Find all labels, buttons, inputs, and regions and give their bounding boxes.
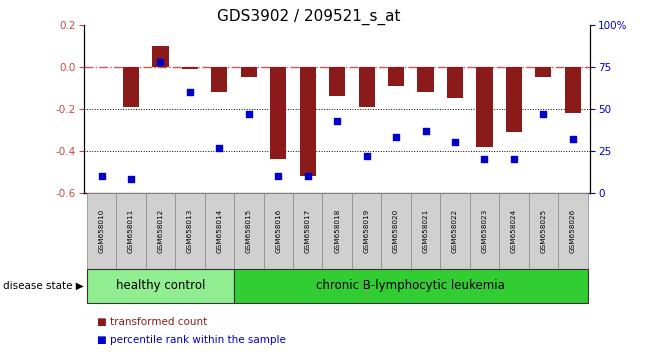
Text: GSM658021: GSM658021: [423, 209, 429, 253]
Text: GSM658012: GSM658012: [158, 209, 164, 253]
Text: ■ transformed count: ■ transformed count: [97, 317, 207, 327]
Bar: [182, 67, 198, 69]
Bar: [152, 46, 168, 67]
Text: GSM658026: GSM658026: [570, 209, 576, 253]
Text: chronic B-lymphocytic leukemia: chronic B-lymphocytic leukemia: [316, 279, 505, 292]
Bar: [565, 67, 581, 113]
Text: GSM658014: GSM658014: [216, 209, 222, 253]
Point: [96, 173, 107, 179]
Text: healthy control: healthy control: [116, 279, 205, 292]
Text: GSM658015: GSM658015: [246, 209, 252, 253]
Point: [303, 173, 313, 179]
Text: GSM658010: GSM658010: [99, 209, 105, 253]
Text: GSM658024: GSM658024: [511, 209, 517, 253]
Point: [479, 156, 490, 162]
Bar: [211, 67, 227, 92]
Text: disease state ▶: disease state ▶: [3, 281, 84, 291]
Text: GSM658016: GSM658016: [275, 209, 281, 253]
Point: [125, 177, 136, 182]
Bar: [300, 67, 316, 176]
Bar: [535, 67, 552, 77]
Bar: [388, 67, 404, 86]
Bar: [123, 67, 139, 107]
Bar: [270, 67, 287, 159]
Point: [420, 128, 431, 133]
Text: ■ percentile rank within the sample: ■ percentile rank within the sample: [97, 335, 286, 345]
Point: [244, 111, 254, 117]
Bar: [329, 67, 346, 96]
Point: [214, 145, 225, 150]
Text: GSM658018: GSM658018: [334, 209, 340, 253]
Text: GSM658017: GSM658017: [305, 209, 311, 253]
Text: GSM658020: GSM658020: [393, 209, 399, 253]
Point: [332, 118, 343, 124]
Point: [361, 153, 372, 159]
Point: [273, 173, 284, 179]
Text: GSM658019: GSM658019: [364, 209, 370, 253]
Bar: [417, 67, 433, 92]
Point: [538, 111, 549, 117]
Point: [568, 136, 578, 142]
Text: GDS3902 / 209521_s_at: GDS3902 / 209521_s_at: [217, 9, 401, 25]
Bar: [506, 67, 522, 132]
Text: GSM658011: GSM658011: [128, 209, 134, 253]
Point: [155, 59, 166, 65]
Bar: [447, 67, 463, 98]
Text: GSM658023: GSM658023: [482, 209, 487, 253]
Text: GSM658013: GSM658013: [187, 209, 193, 253]
Bar: [476, 67, 493, 147]
Bar: [358, 67, 374, 107]
Text: GSM658022: GSM658022: [452, 209, 458, 253]
Point: [450, 140, 460, 145]
Bar: [241, 67, 257, 77]
Point: [509, 156, 519, 162]
Point: [391, 135, 401, 140]
Point: [185, 89, 195, 95]
Text: GSM658025: GSM658025: [540, 209, 546, 253]
